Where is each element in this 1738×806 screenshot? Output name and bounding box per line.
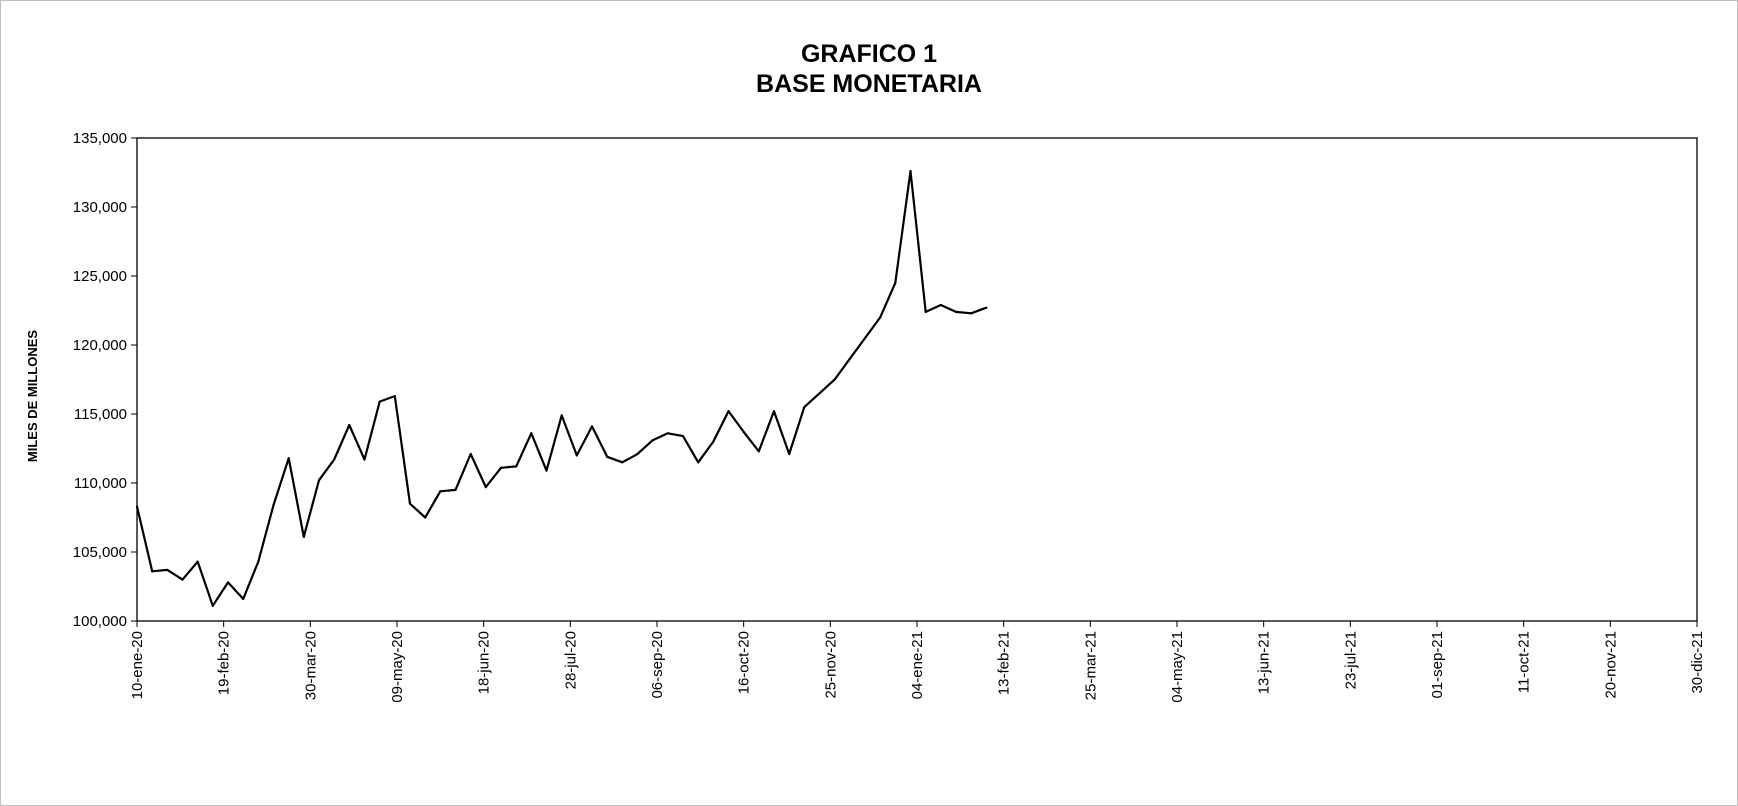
- data-point: [348, 423, 351, 427]
- data-point: [970, 312, 973, 315]
- data-point: [636, 452, 639, 456]
- x-tick-label: 11-oct-21: [1516, 631, 1533, 693]
- data-point: [469, 452, 472, 456]
- data-point: [242, 597, 245, 601]
- data-point: [803, 406, 806, 409]
- data-point: [545, 469, 548, 472]
- x-tick-label: 10-ene-20: [129, 631, 146, 699]
- data-point: [924, 310, 927, 313]
- data-point: [560, 414, 563, 417]
- data-point: [818, 392, 821, 395]
- x-tick-label: 13-feb-21: [996, 631, 1013, 695]
- data-point: [909, 170, 912, 173]
- data-point: [454, 488, 457, 491]
- data-point: [333, 458, 336, 461]
- y-tick-label: 125,000: [73, 268, 127, 285]
- x-tick-label: 18-jun-20: [476, 631, 493, 694]
- data-point: [788, 452, 791, 456]
- data-point: [196, 560, 199, 563]
- data-point: [666, 432, 669, 435]
- x-tick-label: 04-ene-21: [909, 631, 926, 699]
- y-axis-label: MILES DE MILLONES: [25, 330, 40, 463]
- data-point: [651, 439, 654, 442]
- data-point: [499, 466, 503, 469]
- series-line: [135, 170, 987, 607]
- data-point: [621, 461, 624, 464]
- data-point: [954, 310, 958, 313]
- x-tick-label: 20-nov-21: [1602, 631, 1619, 699]
- data-point: [575, 454, 578, 457]
- data-point: [848, 357, 851, 360]
- data-point: [712, 440, 715, 443]
- data-point: [515, 465, 518, 468]
- data-point: [363, 458, 366, 461]
- x-tick-label: 28-jul-20: [562, 631, 579, 689]
- data-point: [166, 568, 169, 572]
- data-point: [287, 457, 290, 460]
- x-tick-label: 30-mar-20: [302, 631, 319, 700]
- data-point: [393, 394, 396, 398]
- data-point: [606, 455, 609, 458]
- data-point: [484, 486, 487, 489]
- data-point: [272, 503, 275, 507]
- data-point: [151, 570, 154, 573]
- x-tick-label: 25-nov-20: [822, 631, 839, 699]
- data-point: [863, 337, 867, 340]
- data-point: [211, 604, 214, 607]
- chart-subtitle: BASE MONETARIA: [756, 70, 982, 98]
- data-point: [757, 450, 760, 453]
- x-tick-label: 19-feb-20: [216, 631, 233, 695]
- data-point: [317, 479, 321, 482]
- data-point: [424, 516, 427, 519]
- data-point: [681, 434, 685, 438]
- data-point: [439, 490, 442, 493]
- data-point: [226, 581, 230, 584]
- x-tick-label: 01-sep-21: [1429, 631, 1446, 699]
- x-tick-label: 23-jul-21: [1342, 631, 1359, 689]
- y-tick-label: 110,000: [74, 475, 127, 492]
- plot-area-border: [136, 137, 1698, 622]
- data-point: [879, 316, 882, 319]
- y-tick-label: 120,000: [73, 337, 127, 354]
- x-tick-label: 30-dic-21: [1689, 631, 1706, 694]
- data-point: [408, 502, 412, 505]
- data-point: [727, 410, 730, 413]
- x-tick-label: 09-may-20: [389, 631, 406, 703]
- x-tick-label: 13-jun-21: [1256, 631, 1273, 694]
- chart-title: GRAFICO 1: [800, 40, 938, 68]
- data-point: [985, 306, 988, 309]
- data-point: [939, 303, 942, 307]
- y-tick-label: 135,000: [73, 130, 127, 147]
- data-point: [302, 535, 305, 538]
- data-point: [135, 505, 139, 508]
- x-tick-label: 16-oct-20: [736, 631, 753, 694]
- data-point: [772, 410, 776, 413]
- y-tick-label: 130,000: [73, 199, 127, 216]
- data-point: [833, 378, 836, 381]
- y-tick-label: 115,000: [74, 406, 127, 423]
- y-tick-label: 105,000: [73, 544, 127, 561]
- data-point: [894, 281, 897, 284]
- data-point: [530, 432, 533, 435]
- x-tick-label: 06-sep-20: [649, 631, 666, 699]
- data-point: [590, 425, 594, 428]
- data-point: [742, 430, 745, 434]
- data-point: [697, 461, 700, 464]
- y-tick-label: 100,000: [73, 613, 127, 630]
- data-point: [378, 400, 381, 403]
- x-tick-label: 25-mar-21: [1082, 631, 1099, 700]
- data-point: [181, 578, 184, 581]
- x-tick-label: 04-may-21: [1169, 631, 1186, 703]
- data-point: [257, 560, 260, 563]
